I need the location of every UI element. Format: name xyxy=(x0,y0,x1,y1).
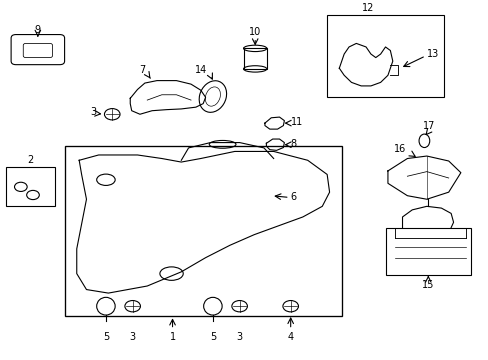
Text: 17: 17 xyxy=(422,121,434,131)
Text: 10: 10 xyxy=(248,27,261,37)
Bar xyxy=(64,146,341,316)
Text: 7: 7 xyxy=(139,65,145,75)
Bar xyxy=(6,167,55,206)
Text: 11: 11 xyxy=(290,117,303,127)
Text: 13: 13 xyxy=(426,49,438,59)
Text: 3: 3 xyxy=(236,332,242,342)
Text: 12: 12 xyxy=(362,3,374,13)
Bar xyxy=(326,15,443,96)
Text: 4: 4 xyxy=(287,332,293,342)
Text: 6: 6 xyxy=(290,193,296,202)
Text: 8: 8 xyxy=(290,139,296,149)
Text: 16: 16 xyxy=(393,144,406,154)
Text: 1: 1 xyxy=(169,332,175,342)
Text: 5: 5 xyxy=(102,332,109,342)
Text: 15: 15 xyxy=(421,280,434,290)
Text: 5: 5 xyxy=(209,332,216,342)
Bar xyxy=(243,48,266,69)
Bar xyxy=(385,228,469,275)
Text: 2: 2 xyxy=(27,154,34,165)
Text: 14: 14 xyxy=(194,64,206,75)
Text: 3: 3 xyxy=(129,332,136,342)
Text: 3: 3 xyxy=(90,108,96,117)
Text: 9: 9 xyxy=(35,24,41,35)
